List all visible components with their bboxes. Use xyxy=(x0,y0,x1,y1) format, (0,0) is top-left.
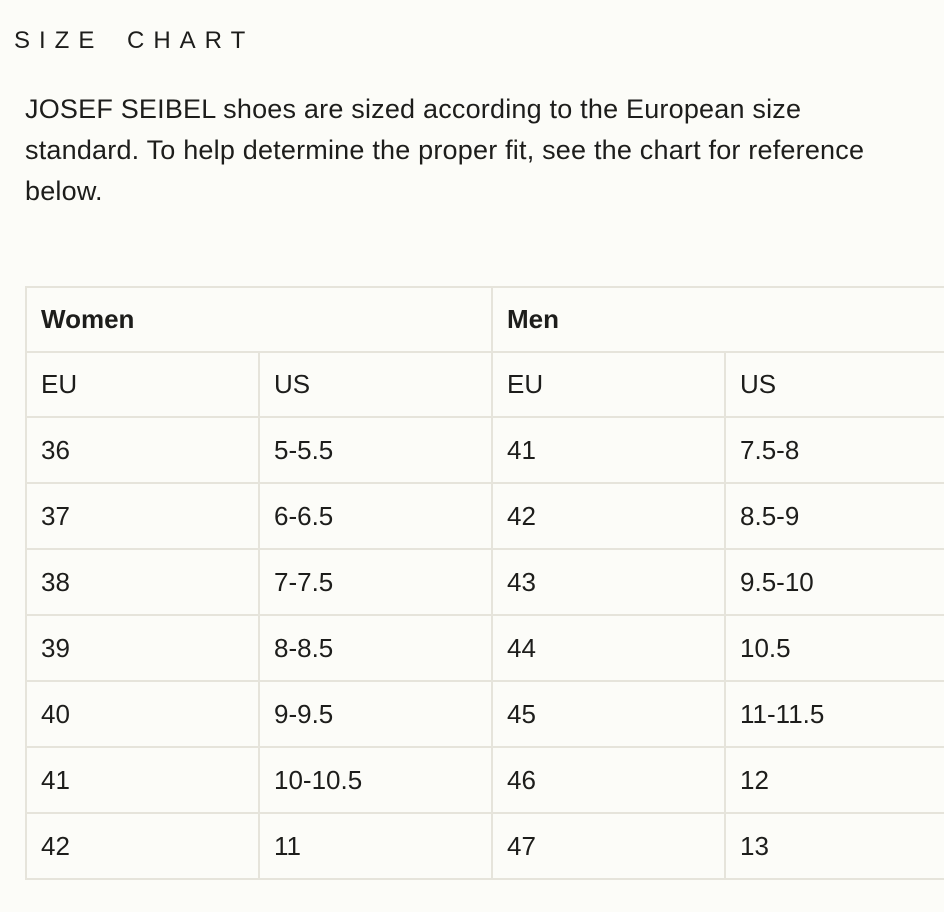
men-us-cell: 9.5-10 xyxy=(724,548,944,616)
men-eu-cell: 45 xyxy=(491,680,727,748)
women-us-cell: 5-5.5 xyxy=(257,416,494,484)
women-us-cell: 6-6.5 xyxy=(257,482,494,550)
men-eu-cell: 41 xyxy=(491,416,727,484)
column-header-row: EU US EU US xyxy=(25,351,944,418)
women-eu-cell: 37 xyxy=(25,482,260,550)
men-us-cell: 7.5-8 xyxy=(724,416,944,484)
men-eu-cell: 44 xyxy=(491,614,727,682)
women-eu-cell: 36 xyxy=(25,416,260,484)
table-row: 40 9-9.5 45 11-11.5 xyxy=(25,680,944,748)
men-eu-cell: 43 xyxy=(491,548,727,616)
table-row: 38 7-7.5 43 9.5-10 xyxy=(25,548,944,616)
table-row: 41 10-10.5 46 12 xyxy=(25,746,944,814)
men-us-cell: 11-11.5 xyxy=(724,680,944,748)
men-eu-cell: 46 xyxy=(491,746,727,814)
size-table: Women Men EU US EU US 36 5-5.5 41 7.5-8 … xyxy=(24,286,944,880)
table-row: 39 8-8.5 44 10.5 xyxy=(25,614,944,682)
women-us-cell: 8-8.5 xyxy=(257,614,494,682)
women-eu-cell: 38 xyxy=(25,548,260,616)
women-us-header: US xyxy=(257,351,494,418)
men-eu-cell: 47 xyxy=(491,812,727,880)
table-row: 36 5-5.5 41 7.5-8 xyxy=(25,416,944,484)
men-us-cell: 8.5-9 xyxy=(724,482,944,550)
table-row: 37 6-6.5 42 8.5-9 xyxy=(25,482,944,550)
men-us-cell: 13 xyxy=(724,812,944,880)
women-us-cell: 10-10.5 xyxy=(257,746,494,814)
women-us-cell: 7-7.5 xyxy=(257,548,494,616)
men-us-cell: 12 xyxy=(724,746,944,814)
table-row: 42 11 47 13 xyxy=(25,812,944,880)
men-eu-header: EU xyxy=(491,351,727,418)
women-group-header: Women xyxy=(24,286,494,353)
men-eu-cell: 42 xyxy=(491,482,727,550)
women-eu-cell: 39 xyxy=(25,614,260,682)
men-us-cell: 10.5 xyxy=(724,614,944,682)
size-chart-page: SIZE CHART JOSEF SEIBEL shoes are sized … xyxy=(0,26,944,880)
size-table-container: Women Men EU US EU US 36 5-5.5 41 7.5-8 … xyxy=(0,286,944,880)
men-group-header: Men xyxy=(491,286,944,353)
women-eu-cell: 42 xyxy=(25,812,260,880)
men-us-header: US xyxy=(724,351,944,418)
group-header-row: Women Men xyxy=(24,286,944,353)
women-eu-cell: 41 xyxy=(25,746,260,814)
women-us-cell: 9-9.5 xyxy=(257,680,494,748)
women-us-cell: 11 xyxy=(257,812,494,880)
intro-paragraph: JOSEF SEIBEL shoes are sized according t… xyxy=(25,94,865,206)
women-eu-cell: 40 xyxy=(25,680,260,748)
page-title: SIZE CHART xyxy=(14,27,255,54)
women-eu-header: EU xyxy=(25,351,260,418)
